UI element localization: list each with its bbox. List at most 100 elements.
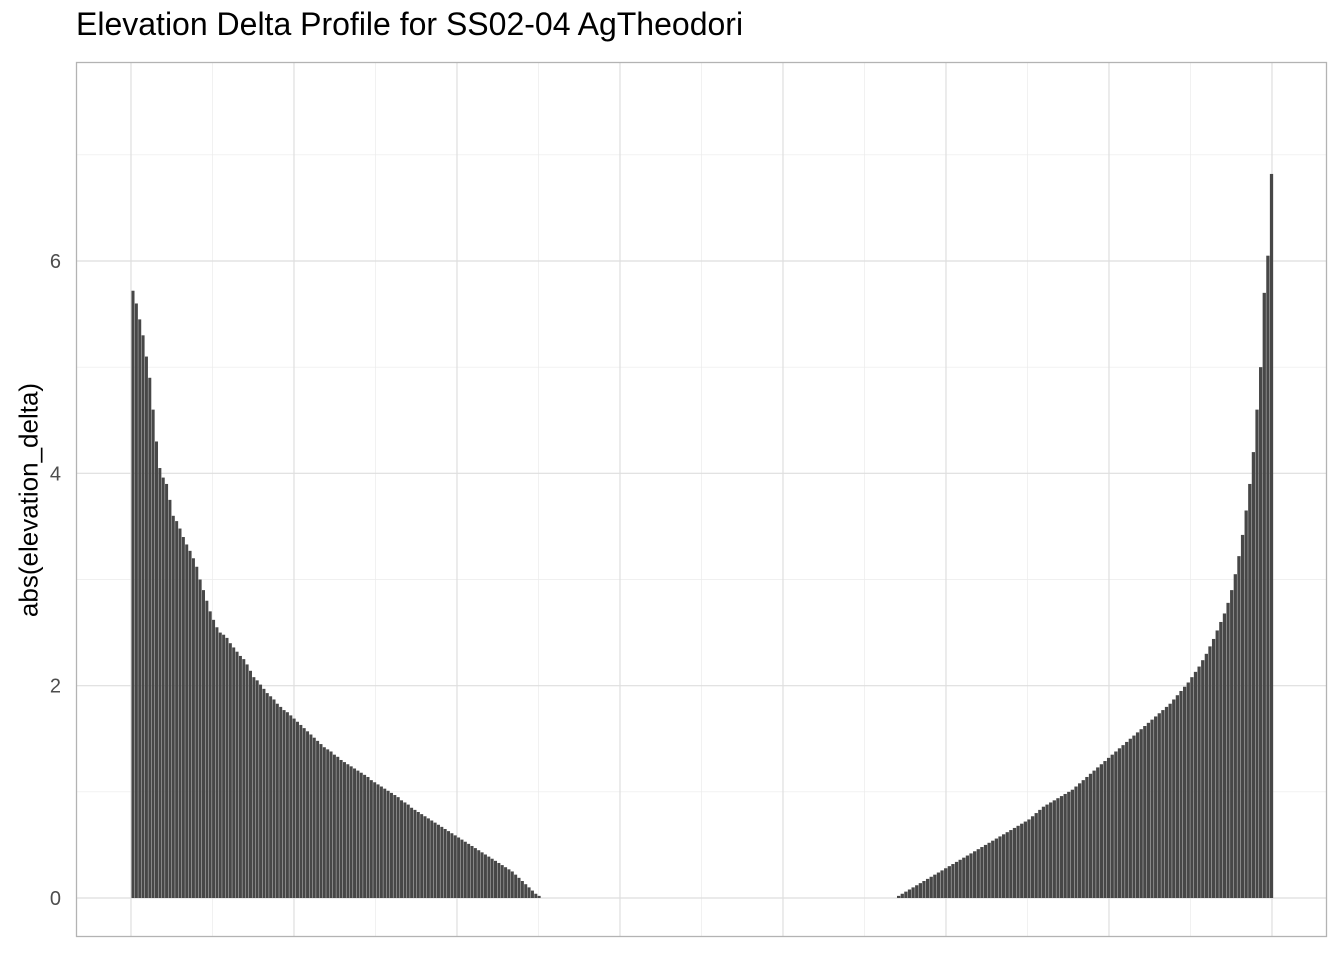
chart-title: Elevation Delta Profile for SS02-04 AgTh… [76, 6, 744, 42]
bar-right [1219, 621, 1223, 898]
bar-left [208, 611, 212, 898]
bar-left [155, 441, 159, 898]
bar-right [1041, 806, 1046, 898]
bar-left [269, 696, 273, 898]
bar-left [527, 887, 531, 898]
bar-left [366, 776, 370, 898]
bar-right [1266, 255, 1270, 898]
bar-left [265, 693, 269, 898]
bar-left [514, 874, 518, 898]
bar-right [965, 855, 970, 898]
bar-right [1233, 574, 1237, 898]
bar-right [1078, 783, 1082, 898]
bar-right [1193, 671, 1198, 898]
bar-right [1139, 729, 1143, 898]
bar-left [285, 712, 289, 898]
bar-left [326, 749, 330, 898]
bar-left [524, 884, 528, 898]
bar-left [134, 303, 138, 899]
bar-right [1251, 452, 1256, 898]
bar-left [473, 848, 477, 898]
bar-right [954, 861, 959, 898]
bar-left [282, 710, 286, 898]
bar-left [530, 890, 534, 898]
bar-left [339, 759, 343, 898]
bar-right [1096, 767, 1100, 898]
bar-right [1074, 786, 1078, 898]
bar-left [228, 643, 232, 898]
bar-right [1244, 510, 1248, 898]
bar-right [944, 868, 948, 898]
bar-right [1114, 751, 1118, 898]
bar-right [1157, 713, 1161, 898]
bar-right [1030, 816, 1035, 898]
bar-left [336, 756, 340, 898]
bar-right [1070, 789, 1075, 898]
bar-right [1240, 534, 1245, 898]
bar-left [420, 814, 424, 898]
bar-left [238, 655, 242, 898]
bar-right [915, 885, 919, 898]
bar-right [1154, 716, 1158, 898]
bar-left [252, 677, 256, 898]
bar-right [1085, 776, 1089, 898]
bar-left [430, 820, 434, 898]
bar-left [450, 833, 454, 898]
bar-left [457, 837, 461, 898]
bar-right [1204, 653, 1208, 898]
bar-left [329, 751, 333, 898]
bar-left [342, 762, 346, 898]
y-tick-label: 2 [50, 676, 61, 698]
bar-right [962, 857, 966, 898]
bar-left [235, 651, 239, 898]
bar-right [1168, 703, 1172, 898]
bar-right [1125, 741, 1129, 898]
bar-right [1052, 800, 1056, 898]
bar-right [1059, 796, 1064, 898]
bar-right [958, 859, 962, 898]
bar-left [161, 477, 165, 898]
bar-left [396, 797, 400, 898]
bar-left [332, 754, 336, 898]
bar-left [426, 818, 430, 899]
bar-right [1106, 757, 1111, 898]
bar-left [494, 860, 498, 898]
bar-left [215, 627, 219, 898]
bar-left [242, 659, 246, 899]
bar-right [991, 840, 995, 898]
bar-left [376, 784, 380, 898]
bar-right [1092, 770, 1096, 898]
bar-right [929, 876, 933, 898]
bar-right [933, 874, 937, 898]
bar-left [245, 664, 249, 898]
bar-right [1222, 613, 1227, 898]
bar-left [534, 893, 538, 898]
bar-left [259, 684, 263, 898]
bar-right [1020, 823, 1024, 898]
bar-right [1081, 780, 1085, 898]
bar-right [1143, 726, 1147, 898]
bar-right [1190, 677, 1194, 898]
bar-left [447, 831, 451, 898]
bar-right [1230, 590, 1234, 898]
bar-right [1215, 630, 1219, 898]
bar-left [353, 768, 357, 898]
bar-left [198, 579, 202, 898]
bar-left [151, 409, 155, 898]
bar-left [222, 634, 226, 898]
bar-right [1056, 798, 1060, 898]
bar-left [480, 852, 484, 898]
bar-left [453, 835, 457, 898]
y-ticks: 0 2 4 6 [50, 251, 61, 910]
bar-left [292, 718, 296, 898]
bar-left [195, 566, 199, 898]
bar-left [416, 812, 420, 898]
bar-right [983, 844, 988, 898]
bar-right [1208, 646, 1212, 898]
bar-right [1012, 827, 1017, 898]
bar-left [322, 747, 326, 898]
bar-right [1088, 773, 1093, 898]
bar-left [393, 795, 397, 898]
bar-left [158, 468, 162, 898]
bar-left [510, 871, 514, 898]
